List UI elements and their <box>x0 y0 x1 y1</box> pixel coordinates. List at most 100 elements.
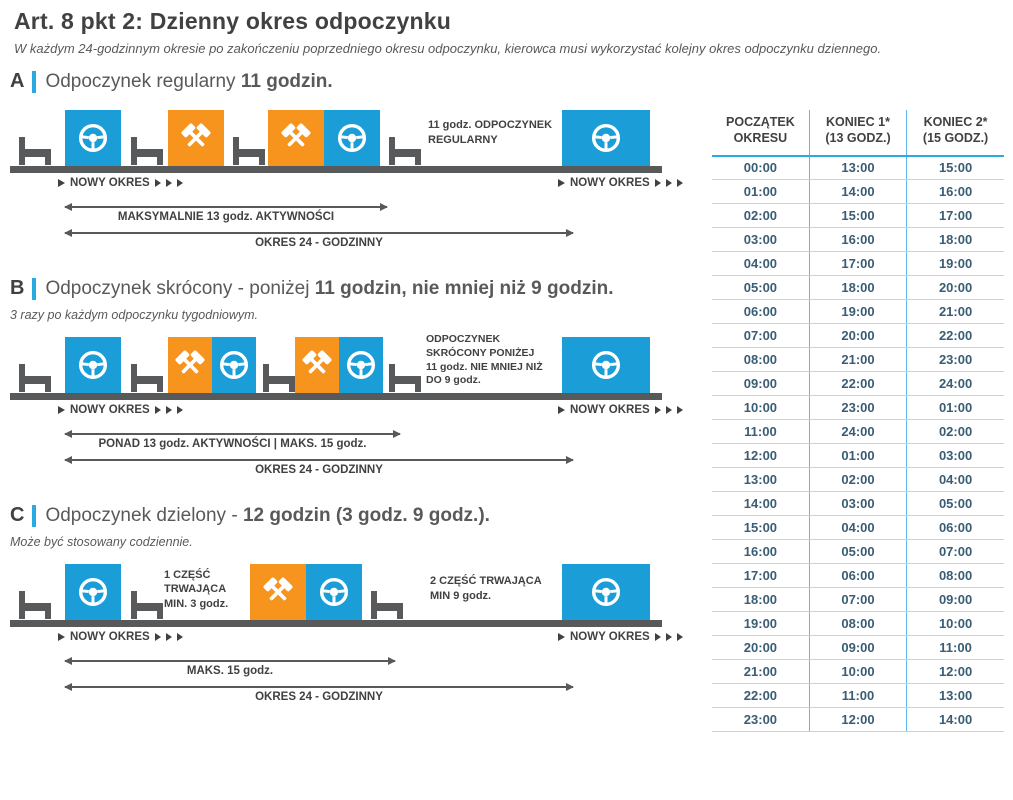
new-period-right: NOWY OKRES <box>558 404 683 416</box>
duration-label: PONAD 13 godz. AKTYWNOŚCI | MAKS. 15 god… <box>98 438 367 450</box>
new-period-row: NOWY OKRES NOWY OKRES <box>10 173 683 197</box>
new-period-row: NOWY OKRES NOWY OKRES <box>10 627 683 651</box>
table-cell: 17:00 <box>906 203 1004 228</box>
section-letter: A <box>10 70 25 92</box>
table-cell: 09:00 <box>906 587 1004 612</box>
table-cell: 04:00 <box>808 515 907 540</box>
new-period-label: NOWY OKRES <box>570 177 650 189</box>
bed-icon <box>131 137 163 165</box>
part2-label: 2 CZĘŚĆ TRWAJĄCA MIN 9 godz. <box>430 575 542 602</box>
section-divider <box>32 277 37 300</box>
new-period-label: NOWY OKRES <box>70 631 150 643</box>
duration-arrow-24h: OKRES 24 - GODZINNY <box>64 683 574 703</box>
table-cell: 10:00 <box>712 395 810 420</box>
new-period-label: NOWY OKRES <box>70 404 150 416</box>
table-row: 13:00 02:00 04:00 <box>712 467 1004 492</box>
play-icon <box>654 633 661 641</box>
play-icon <box>165 633 172 641</box>
table-cell: 14:00 <box>712 491 810 516</box>
table-cell: 22:00 <box>712 683 810 708</box>
steering-wheel-icon <box>591 123 621 153</box>
section-a: A Odpoczynek regularny 11 godzin. <box>10 70 683 249</box>
bed-icon-slot <box>130 363 164 393</box>
table-row: 00:00 13:00 15:00 <box>712 155 1004 180</box>
table-row: 22:00 11:00 13:00 <box>712 683 1004 708</box>
section-letter: C <box>10 504 25 526</box>
table-cell: 19:00 <box>712 611 810 636</box>
section-b-heading: B Odpoczynek skrócony - poniżej 11 godzi… <box>10 277 682 300</box>
table-cell: 10:00 <box>808 659 907 684</box>
table-cell: 21:00 <box>712 659 810 684</box>
hammers-icon <box>175 350 205 374</box>
section-title: Odpoczynek regularny 11 godzin. <box>45 70 333 92</box>
play-icon <box>58 179 65 187</box>
diagrams-column: A Odpoczynek regularny 11 godzin. <box>10 70 683 703</box>
table-cell: 07:00 <box>712 323 810 348</box>
duration-label: OKRES 24 - GODZINNY <box>255 691 383 703</box>
table-cell: 20:00 <box>808 323 907 348</box>
table-cell: 01:00 <box>906 395 1004 420</box>
table-cell: 18:00 <box>712 587 810 612</box>
table-cell: 21:00 <box>906 299 1004 324</box>
table-cell: 23:00 <box>906 347 1004 372</box>
table-row: 01:00 14:00 16:00 <box>712 179 1004 204</box>
double-arrow <box>64 203 388 211</box>
table-cell: 23:00 <box>808 395 907 420</box>
table-row: 20:00 09:00 11:00 <box>712 635 1004 660</box>
table-cell: 24:00 <box>808 419 907 444</box>
table-row: 16:00 05:00 07:00 <box>712 539 1004 564</box>
table-cell: 19:00 <box>906 251 1004 276</box>
table-cell: 07:00 <box>906 539 1004 564</box>
page-subtitle: W każdym 24-godzinnym okresie po zakończ… <box>14 41 882 56</box>
driving-box <box>306 564 362 620</box>
table-row: 23:00 12:00 14:00 <box>712 707 1004 732</box>
new-period-label: NOWY OKRES <box>570 631 650 643</box>
table-cell: 08:00 <box>808 611 907 636</box>
double-arrow <box>64 456 574 464</box>
table-cell: 03:00 <box>906 443 1004 468</box>
table-cell: 20:00 <box>906 275 1004 300</box>
table-cell: 01:00 <box>808 443 907 468</box>
table-cell: 05:00 <box>712 275 810 300</box>
hammers-icon <box>263 577 293 601</box>
table-row: 06:00 19:00 21:00 <box>712 299 1004 324</box>
work-box <box>268 110 324 166</box>
driving-box <box>65 110 121 166</box>
steering-wheel-icon <box>319 577 349 607</box>
steering-wheel-icon <box>591 577 621 607</box>
bed-icon <box>19 364 51 392</box>
driving-box <box>212 337 256 393</box>
header: Art. 8 pkt 2: Dzienny okres odpoczynku W… <box>14 8 1004 56</box>
steering-wheel-icon <box>591 350 621 380</box>
bed-icon <box>371 591 403 619</box>
table-row: 14:00 03:00 05:00 <box>712 491 1004 516</box>
driving-box-next-period <box>562 564 650 620</box>
play-icon <box>558 406 565 414</box>
table-cell: 24:00 <box>906 371 1004 396</box>
double-arrow <box>64 683 574 691</box>
table-cell: 08:00 <box>906 563 1004 588</box>
page-title: Art. 8 pkt 2: Dzienny okres odpoczynku <box>14 8 452 34</box>
new-period-row: NOWY OKRES NOWY OKRES <box>10 400 683 424</box>
new-period-right: NOWY OKRES <box>558 177 683 189</box>
table-header-row: POCZĄTEK OKRESU KONIEC 1* (13 GODZ.) KON… <box>712 110 1004 157</box>
play-icon <box>665 406 672 414</box>
bed-icon <box>131 591 163 619</box>
bed-icon <box>19 591 51 619</box>
duration-arrow-max15: MAKS. 15 godz. <box>64 657 396 677</box>
play-icon <box>154 406 161 414</box>
play-icon <box>654 179 661 187</box>
bed-icon <box>389 364 421 392</box>
table-cell: 21:00 <box>808 347 907 372</box>
table-row: 10:00 23:00 01:00 <box>712 395 1004 420</box>
driving-box-next-period <box>562 110 650 166</box>
table-cell: 08:00 <box>712 347 810 372</box>
duration-label: MAKSYMALNIE 13 godz. AKTYWNOŚCI <box>117 211 335 223</box>
bed-icon <box>233 137 265 165</box>
table-cell: 03:00 <box>808 491 907 516</box>
play-icon <box>165 406 172 414</box>
double-arrow <box>64 657 396 665</box>
table-cell: 06:00 <box>906 515 1004 540</box>
table-row: 02:00 15:00 17:00 <box>712 203 1004 228</box>
